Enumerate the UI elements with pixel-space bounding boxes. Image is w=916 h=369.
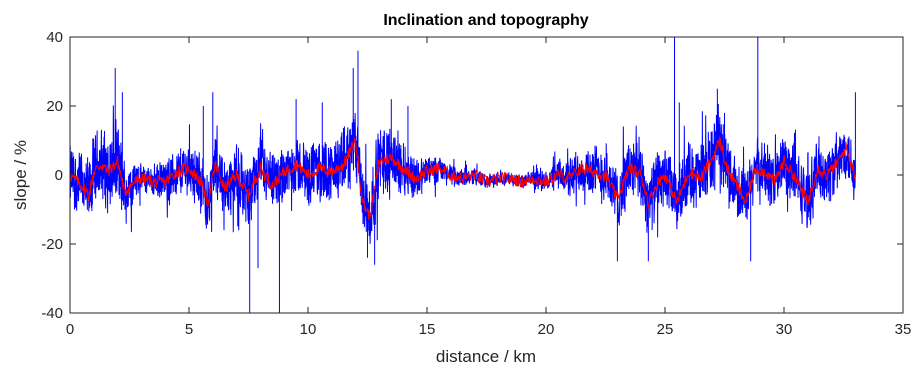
series-blue-line [70, 37, 855, 313]
y-tick-label: -40 [41, 305, 63, 322]
x-tick-label: 30 [776, 321, 793, 338]
plot-area [70, 37, 855, 313]
x-tick-label: 5 [185, 321, 193, 338]
x-tick-label: 10 [300, 321, 317, 338]
y-axis-label: slope / % [11, 140, 30, 210]
x-tick-label: 15 [419, 321, 436, 338]
x-tick-label: 35 [895, 321, 912, 338]
y-tick-label: 40 [46, 29, 63, 46]
x-tick-label: 25 [657, 321, 674, 338]
y-tick-label: 20 [46, 98, 63, 115]
x-axis-label: distance / km [436, 347, 536, 366]
x-tick-label: 20 [538, 321, 555, 338]
y-tick-label: 0 [55, 167, 63, 184]
x-tick-label: 0 [66, 321, 74, 338]
chart-title: Inclination and topography [383, 12, 588, 29]
y-tick-label: -20 [41, 236, 63, 253]
